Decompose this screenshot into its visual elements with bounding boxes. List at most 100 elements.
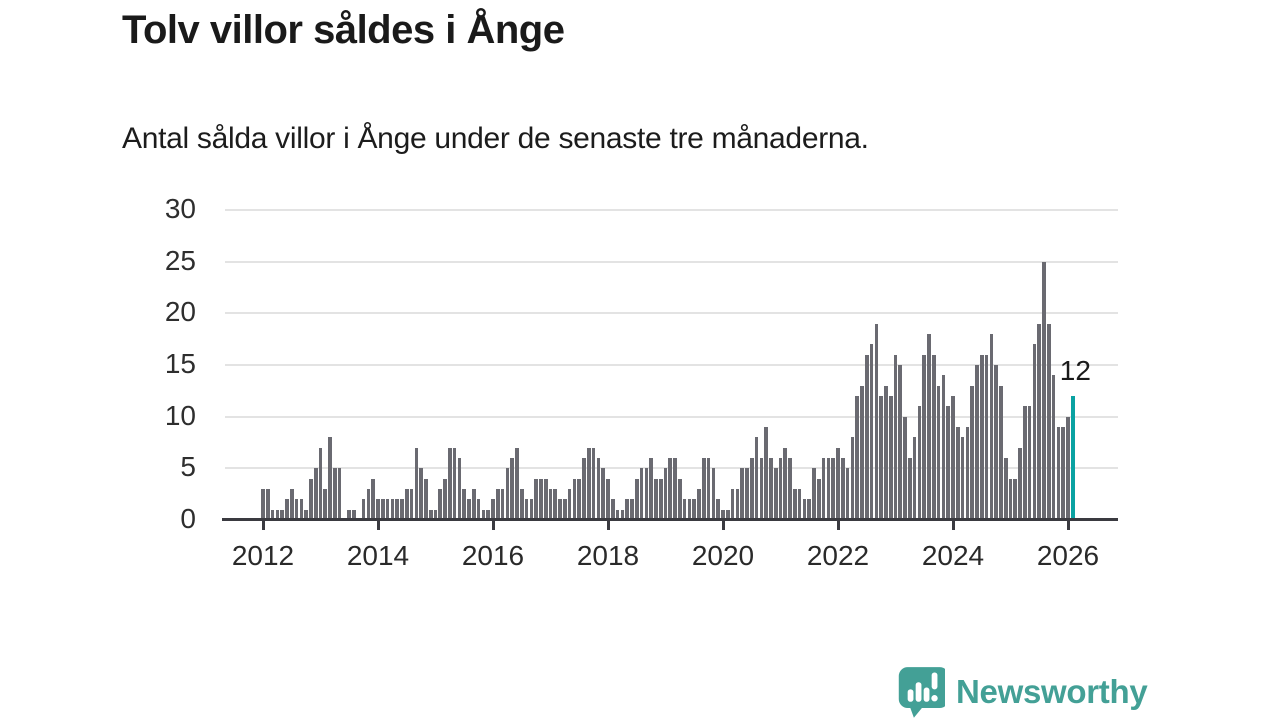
bar [424,478,428,520]
bar [836,447,840,520]
bar [898,365,903,520]
bar [380,499,385,520]
bar [318,447,323,520]
bar [620,509,625,520]
bar [955,427,960,520]
x-axis-label: 2014 [346,540,410,571]
bar [850,437,855,520]
x-axis-label: 2018 [576,540,640,571]
bar [932,354,936,520]
bar [606,478,610,520]
bar [812,468,816,520]
bar [702,458,706,520]
bar [448,447,452,520]
bar [922,354,927,520]
bar [692,499,697,520]
x-axis-tick [951,521,955,530]
bar [529,499,534,520]
bar [563,499,567,520]
bar [908,458,912,520]
bar [893,354,898,520]
bar [601,468,605,520]
y-axis-label: 25 [164,244,196,276]
bar [500,489,505,520]
bar [1003,458,1008,520]
bar [328,437,332,520]
highlighted-bar [1070,396,1075,520]
bar [884,385,888,520]
bar [481,509,486,520]
bar [457,458,462,520]
bar [376,499,380,520]
bar [970,385,974,520]
bar [860,385,864,520]
bar [941,375,946,520]
bar [888,396,893,520]
bar [1066,416,1070,520]
bar [817,478,821,520]
bar [313,468,318,520]
bar [678,478,682,520]
bar [371,478,375,520]
bar [773,468,778,520]
bar [472,489,476,520]
gridline [225,415,1118,418]
bar [280,509,284,520]
bar [821,458,826,520]
bar [864,354,869,520]
x-axis-tick [836,521,840,530]
bar [548,489,553,520]
bar [409,489,414,520]
bar [433,509,438,520]
x-axis-label: 2016 [461,540,525,571]
bar [452,447,457,520]
x-axis-label: 2020 [691,540,755,571]
bar [879,396,883,520]
bar [404,489,409,520]
bar [778,458,783,520]
bar [730,489,735,520]
bar [486,509,490,520]
x-axis-tick [491,521,495,530]
page-title: Tolv villor såldes i Ånge [122,8,565,52]
bar [543,478,548,520]
bar [366,489,371,520]
bar [984,354,989,520]
bar [591,447,596,520]
bar [553,489,558,520]
bar [505,468,510,520]
bar [1013,478,1018,520]
bar [697,489,701,520]
bar [539,478,543,520]
bar [999,385,1003,520]
x-axis-line [222,518,1118,521]
bar [1061,427,1065,520]
bar [793,489,797,520]
bar [797,489,802,520]
highlight-value-label: 12 [1059,355,1091,386]
bar [668,458,673,520]
bar [577,478,582,520]
bar [917,406,922,520]
x-axis-label: 2026 [1036,540,1100,571]
y-axis-label: 15 [164,348,196,379]
bar [682,499,687,520]
bar [663,468,668,520]
bar [711,468,716,520]
bar [476,499,481,520]
newsworthy-logo: Newsworthy [897,665,1148,719]
bar [658,478,663,520]
bar [428,509,433,520]
bar [515,447,519,520]
bar [438,489,443,520]
bar [1037,323,1042,520]
x-axis-tick [1066,521,1070,530]
bar [443,478,447,520]
bar [721,509,725,520]
bar [927,334,931,520]
bar [831,458,835,520]
bar [807,499,812,520]
bar [965,427,970,520]
bar [462,489,467,520]
bar [534,478,538,520]
